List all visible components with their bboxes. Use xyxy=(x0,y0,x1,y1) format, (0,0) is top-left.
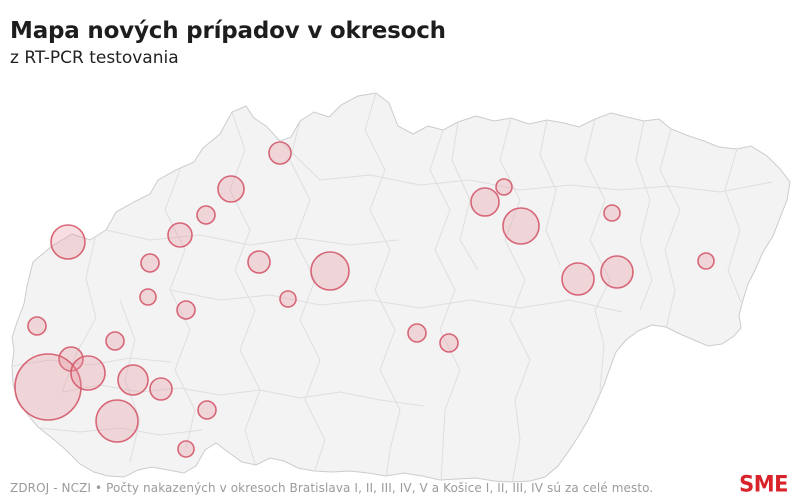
case-bubble[interactable] xyxy=(105,331,125,351)
sme-logo[interactable]: SME xyxy=(739,471,788,497)
case-bubble[interactable] xyxy=(310,251,350,291)
case-bubble[interactable] xyxy=(139,288,157,306)
case-bubble[interactable] xyxy=(217,175,245,203)
case-bubble[interactable] xyxy=(177,440,195,458)
case-bubble[interactable] xyxy=(140,253,160,273)
case-bubble[interactable] xyxy=(14,353,82,421)
case-bubble[interactable] xyxy=(268,141,292,165)
source-note: ZDROJ - NCZI • Počty nakazených v okreso… xyxy=(10,481,654,495)
case-bubble[interactable] xyxy=(167,222,193,248)
case-bubble[interactable] xyxy=(603,204,621,222)
footer: ZDROJ - NCZI • Počty nakazených v okreso… xyxy=(0,471,800,500)
page-subtitle: z RT-PCR testovania xyxy=(10,48,179,69)
case-bubble[interactable] xyxy=(495,178,513,196)
header: Mapa nových prípadov v okresoch z RT-PCR… xyxy=(10,18,446,68)
case-bubble[interactable] xyxy=(50,224,86,260)
case-bubble[interactable] xyxy=(279,290,297,308)
case-bubble[interactable] xyxy=(95,399,139,443)
district-borders xyxy=(12,93,773,482)
case-bubble[interactable] xyxy=(117,364,149,396)
case-bubble[interactable] xyxy=(470,187,500,217)
case-bubble[interactable] xyxy=(697,252,715,270)
case-bubble[interactable] xyxy=(196,205,216,225)
case-bubble[interactable] xyxy=(561,262,595,296)
case-bubble[interactable] xyxy=(502,207,540,245)
bubbles-layer xyxy=(14,141,715,458)
page-title: Mapa nových prípadov v okresoch xyxy=(10,18,446,44)
case-bubble[interactable] xyxy=(247,250,271,274)
case-bubble[interactable] xyxy=(27,316,47,336)
case-bubble[interactable] xyxy=(600,255,634,289)
case-bubble[interactable] xyxy=(149,377,173,401)
case-bubble[interactable] xyxy=(407,323,427,343)
country-outline xyxy=(11,92,791,483)
case-bubble[interactable] xyxy=(439,333,459,353)
case-bubble[interactable] xyxy=(176,300,196,320)
case-bubble[interactable] xyxy=(70,355,106,391)
case-bubble[interactable] xyxy=(197,400,217,420)
